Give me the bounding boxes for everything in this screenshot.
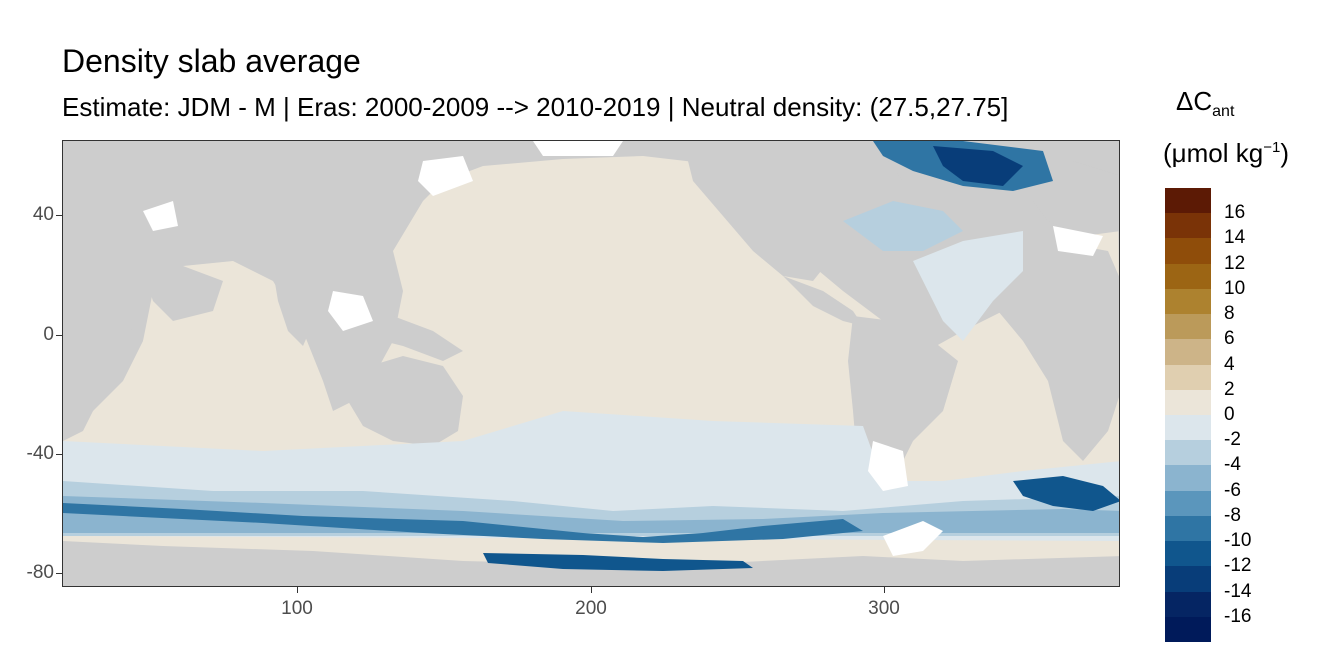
x-tick-mark [884, 587, 885, 593]
central-america [783, 276, 863, 326]
legend-color-swatch [1165, 566, 1211, 592]
legend-tick-label: 14 [1224, 227, 1246, 249]
legend-units: (μmol kg−1) [1163, 138, 1289, 168]
legend-tick-label: -4 [1224, 454, 1241, 476]
map-panel [62, 140, 1120, 587]
y-tick-label: -40 [26, 443, 54, 464]
legend-title: ΔCant [1176, 86, 1235, 120]
africa [988, 241, 1119, 461]
legend-color-swatch [1165, 188, 1211, 214]
white-patch-south-america [868, 441, 908, 491]
australia [348, 356, 463, 446]
legend-color-swatch [1165, 288, 1211, 315]
y-tick-mark [56, 335, 62, 336]
legend-color-swatch [1165, 414, 1211, 441]
white-patch-atlantic [1053, 226, 1103, 256]
legend-tick-label: 0 [1224, 404, 1235, 425]
north-atlantic-mid [843, 201, 963, 251]
legend-color-swatch [1165, 541, 1211, 567]
legend-color-swatch [1165, 616, 1211, 642]
legend-tick-label: 12 [1224, 252, 1246, 274]
y-tick-mark [56, 454, 62, 455]
legend-tick-label: -16 [1224, 605, 1252, 627]
legend-tick-label: 4 [1224, 353, 1235, 375]
southeast-asia-islands [353, 311, 463, 361]
legend-tick-label: 8 [1224, 303, 1235, 325]
legend-color-swatch [1165, 238, 1211, 264]
x-tick-label: 100 [281, 598, 313, 619]
legend-tick-label: 16 [1224, 202, 1246, 224]
white-patch-asia [143, 201, 178, 231]
legend-tick-label: -2 [1224, 429, 1241, 451]
arabia [143, 266, 223, 321]
legend-color-swatch [1165, 490, 1211, 516]
legend-tick-label: 10 [1224, 277, 1246, 299]
legend-tick-label: 2 [1224, 378, 1235, 400]
legend-tick-label: -14 [1224, 580, 1252, 602]
india [273, 271, 318, 346]
south-atlantic-dark [1013, 476, 1119, 511]
legend-color-swatch [1165, 515, 1211, 542]
x-tick-label: 200 [575, 598, 607, 619]
legend-tick-label: -8 [1224, 504, 1241, 526]
x-tick-mark [591, 587, 592, 593]
ocean-map [63, 141, 1119, 586]
y-tick-mark [56, 573, 62, 574]
x-tick-label: 300 [868, 598, 900, 619]
antarctica [63, 541, 1119, 586]
negative-anomaly-layer [63, 141, 1119, 571]
white-patch-antarctic-pen [883, 521, 943, 556]
ross-sea-edge [483, 553, 753, 571]
y-tick-label: 0 [43, 324, 54, 345]
land-layer [63, 141, 1119, 586]
east-africa-horn [63, 291, 138, 441]
legend-color-swatch [1165, 465, 1211, 491]
plot-subtitle: Estimate: JDM - M | Eras: 2000-2009 --> … [62, 92, 1009, 122]
x-tick-mark [297, 587, 298, 593]
north-america [683, 141, 903, 281]
legend-tick-label: -12 [1224, 555, 1252, 577]
white-patch-maritime [328, 291, 373, 331]
no-data-layer [143, 141, 1103, 556]
asia [63, 141, 443, 291]
legend-tick-label: -10 [1224, 530, 1252, 552]
legend-color-swatch [1165, 440, 1211, 466]
legend-color-swatch [1165, 339, 1211, 365]
legend-color-swatch [1165, 213, 1211, 239]
legend-tick-label: -6 [1224, 479, 1241, 501]
y-tick-label: -80 [26, 562, 54, 583]
y-tick-label: 40 [32, 204, 54, 225]
plot-title: Density slab average [62, 43, 361, 79]
legend-color-swatch [1165, 364, 1211, 390]
legend-color-swatch [1165, 591, 1211, 617]
legend-tick-label: 6 [1224, 328, 1235, 350]
color-scale-bar [1165, 188, 1211, 642]
white-patch-arctic [533, 141, 623, 156]
atlantic-light [913, 231, 1023, 341]
y-tick-mark [56, 215, 62, 216]
white-patch-north-pacific [418, 156, 473, 196]
legend-color-swatch [1165, 389, 1211, 415]
legend-color-swatch [1165, 314, 1211, 340]
southern-ocean-dark [63, 503, 863, 543]
legend-color-swatch [1165, 263, 1211, 289]
north-atlantic-deep [933, 146, 1023, 186]
